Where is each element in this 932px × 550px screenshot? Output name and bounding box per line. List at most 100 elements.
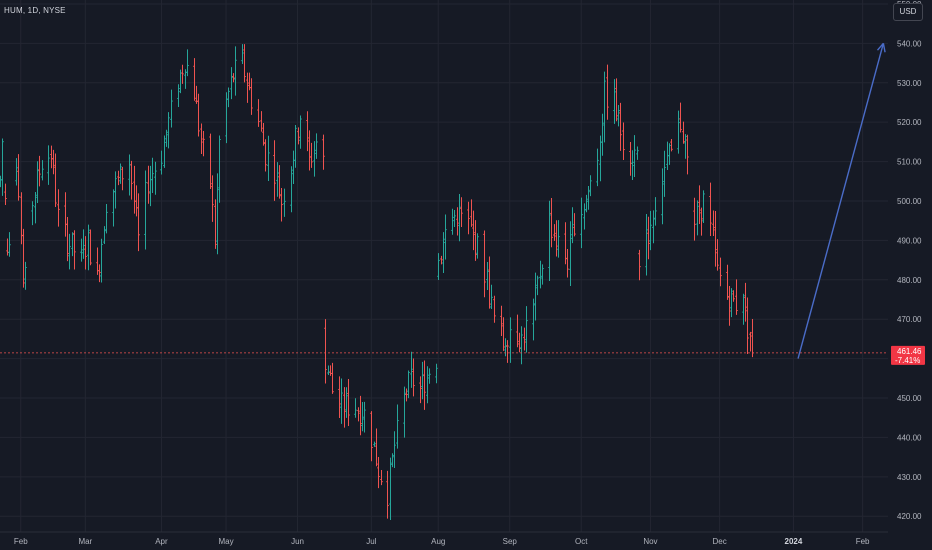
ohlc-bar xyxy=(405,388,408,402)
ohlc-bar xyxy=(629,142,632,176)
price-tick-label: 470.00 xyxy=(897,315,922,324)
ohlc-bar xyxy=(412,358,415,397)
ohlc-bar xyxy=(456,207,459,236)
time-tick-label: Aug xyxy=(431,537,445,546)
ohlc-bar xyxy=(216,173,219,255)
ohlc-bar xyxy=(686,134,689,175)
ohlc-bar xyxy=(645,214,648,276)
ohlc-bar xyxy=(340,378,343,424)
arrow-head xyxy=(876,42,884,51)
ohlc-bar xyxy=(677,110,680,154)
ohlc-bar xyxy=(273,140,276,201)
ohlc-bar xyxy=(34,192,37,224)
ohlc-bar xyxy=(160,150,163,175)
ohlc-bar xyxy=(460,197,463,227)
ohlc-bar xyxy=(119,163,122,184)
time-tick-label: Mar xyxy=(78,537,92,546)
ohlc-bar xyxy=(186,49,189,77)
ohlc-bar xyxy=(47,145,50,185)
currency-button[interactable]: USD xyxy=(893,3,923,21)
time-tick-label: Apr xyxy=(155,537,168,546)
ohlc-bar xyxy=(509,317,512,363)
ohlc-bar xyxy=(423,360,426,410)
ohlc-bar xyxy=(709,182,712,237)
ohlc-bar xyxy=(375,428,378,467)
ohlc-bar xyxy=(230,67,233,100)
ohlc-bar xyxy=(580,197,583,249)
ohlc-bar xyxy=(714,210,717,267)
ohlc-bar xyxy=(403,386,406,438)
ohlc-bar xyxy=(181,64,184,84)
price-tick-label: 540.00 xyxy=(897,39,922,48)
ohlc-bar xyxy=(89,229,92,266)
ohlc-bar xyxy=(103,226,106,245)
ohlc-bar xyxy=(144,170,147,250)
ohlc-bar xyxy=(716,239,719,271)
ohlc-bar xyxy=(532,298,535,341)
ohlc-bar xyxy=(467,201,470,235)
ohlc-bar xyxy=(66,217,69,262)
ohlc-bar xyxy=(264,139,267,172)
ohlc-bar xyxy=(31,201,34,226)
ohlc-bar xyxy=(661,168,664,225)
arrow-head xyxy=(882,43,886,53)
ohlc-bar xyxy=(359,395,362,436)
arrow-shaft xyxy=(797,43,885,359)
ohlc-bar xyxy=(267,135,270,182)
ohlc-bar xyxy=(407,370,410,399)
ohlc-bar xyxy=(536,275,539,296)
price-tick-label: 500.00 xyxy=(897,197,922,206)
price-tag-background xyxy=(891,345,925,365)
price-tick-label: 430.00 xyxy=(897,473,922,482)
ohlc-bar xyxy=(518,332,521,353)
ohlc-bar xyxy=(389,457,392,520)
ohlc-bars xyxy=(0,44,754,520)
ohlc-bar xyxy=(668,143,671,165)
ohlc-bar xyxy=(112,189,115,227)
ohlc-bar xyxy=(520,326,523,365)
ohlc-bar xyxy=(380,470,383,486)
ohlc-bar xyxy=(421,361,424,400)
ohlc-bar xyxy=(622,122,625,161)
ohlc-bar xyxy=(615,78,618,122)
ohlc-bar xyxy=(393,431,396,468)
ohlc-bar xyxy=(749,331,752,352)
ohlc-bar xyxy=(338,376,341,418)
price-tick-label: 530.00 xyxy=(897,79,922,88)
ohlc-bar xyxy=(313,141,316,177)
ohlc-bar xyxy=(663,150,666,197)
ohlc-bar xyxy=(444,214,447,260)
ohlc-bar xyxy=(22,228,25,288)
ohlc-bar xyxy=(555,220,558,257)
ohlc-bar xyxy=(294,124,297,168)
forecast-arrow[interactable] xyxy=(797,42,886,359)
ohlc-bar xyxy=(698,185,701,224)
ohlc-bar xyxy=(327,365,330,375)
ohlc-bar xyxy=(177,84,180,108)
time-tick-label: Feb xyxy=(14,537,28,546)
ohlc-bar xyxy=(523,327,526,351)
ohlc-bar xyxy=(534,272,537,321)
ohlc-bar xyxy=(603,71,606,143)
ohlc-bar xyxy=(553,224,556,241)
ohlc-bar xyxy=(516,314,519,348)
ohlc-bar xyxy=(41,160,44,181)
ohlc-bar xyxy=(472,210,475,251)
ohlc-bar xyxy=(241,44,244,64)
ohlc-bar xyxy=(329,365,332,376)
ohlc-bar xyxy=(8,232,11,257)
ohlc-bar xyxy=(587,185,590,210)
ohlc-bar xyxy=(363,401,366,433)
ohlc-bar xyxy=(726,264,729,300)
ohlc-bar xyxy=(670,138,673,152)
ohlc-bar xyxy=(137,193,140,252)
ohlc-bar xyxy=(297,127,300,145)
ohlc-bar xyxy=(728,286,731,326)
ohlc-bar xyxy=(24,261,27,290)
ohlc-bar xyxy=(354,398,357,418)
price-tick-label: 440.00 xyxy=(897,433,922,442)
ohlc-bar xyxy=(211,175,214,222)
ohlc-bar xyxy=(557,220,560,258)
ohlc-bar xyxy=(550,197,553,248)
